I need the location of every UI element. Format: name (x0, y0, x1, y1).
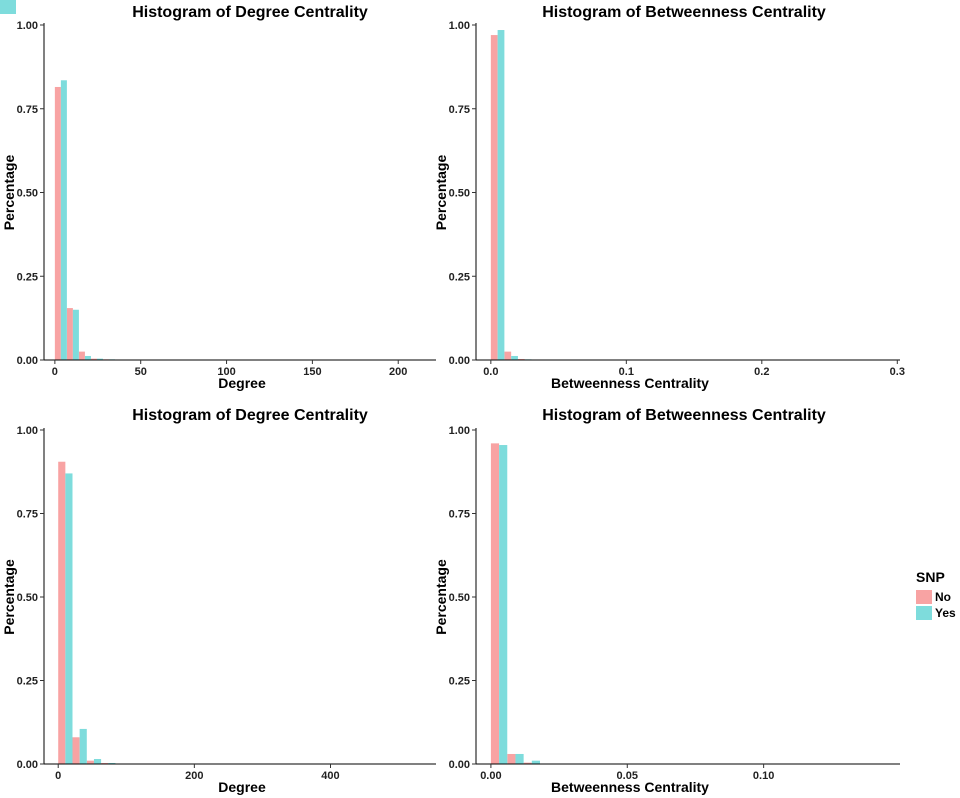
x-tick-label: 50 (135, 366, 147, 378)
x-tick-label: 0.0 (483, 366, 498, 378)
x-tick-label: 400 (321, 770, 339, 782)
chart-panel-4: 0.00 0.25 0.50 0.75 1.00 0.00 0.05 0.10 Histogra… (433, 407, 900, 795)
x-tick-label: 200 (389, 366, 407, 378)
bar-yes-1 (499, 445, 508, 764)
legend-label-no: No (935, 590, 951, 604)
bar-yes-1 (497, 30, 505, 361)
y-tick-label: 0.75 (449, 104, 470, 116)
legend-label-yes: Yes (935, 606, 956, 620)
bar-yes-2 (515, 753, 524, 764)
bar-no-2 (72, 737, 80, 764)
legend: SNP No Yes (916, 569, 956, 620)
y-tick-label: 0.25 (449, 676, 470, 688)
bar-yes-1 (65, 473, 73, 764)
x-axis-label: Betweenness Centrality (551, 779, 709, 795)
chart-title: Histogram of Degree Centrality (132, 407, 368, 424)
bar-no-1 (490, 35, 498, 361)
bar-yes-3 (84, 355, 91, 360)
bar-no-4 (90, 358, 97, 360)
bar-no-3 (523, 762, 532, 764)
y-tick-label: 0.50 (17, 188, 38, 200)
x-tick-label: 0.1 (619, 366, 634, 378)
x-tick-label: 0.10 (753, 770, 774, 782)
chart-panel-1: 0.00 0.25 0.50 0.75 1.00 0 50 100 150 200 Histogra… (1, 4, 436, 391)
y-tick-label: 1.00 (17, 425, 38, 437)
x-axis-label: Degree (218, 375, 266, 391)
y-axis-label: Percentage (433, 559, 449, 635)
x-tick-label: 0 (52, 366, 58, 378)
chart-panel-2: 0.00 0.25 0.50 0.75 1.00 0.0 0.1 0.2 0.3 Histogra… (433, 4, 905, 391)
y-tick-label: 1.00 (17, 20, 38, 32)
y-tick-label: 0.25 (17, 271, 38, 283)
bar-yes-3 (93, 758, 102, 764)
bar-no-2 (66, 308, 73, 360)
legend-title: SNP (916, 569, 945, 585)
bar-no-2 (504, 351, 512, 360)
y-tick-label: 0.00 (17, 759, 38, 771)
x-axis-label: Betweenness Centrality (551, 375, 709, 391)
x-tick-label: 0.2 (754, 366, 769, 378)
bar-no-1 (58, 461, 66, 764)
legend-swatch-no (916, 590, 932, 604)
bar-no-3 (86, 760, 94, 764)
y-tick-label: 0.75 (17, 509, 38, 521)
x-axis-label: Degree (218, 779, 266, 795)
y-axis-label: Percentage (1, 155, 17, 231)
chart-title: Histogram of Betweenness Centrality (542, 407, 826, 424)
chart-title: Histogram of Betweenness Centrality (542, 4, 826, 21)
bar-no-3 (78, 351, 85, 360)
bar-yes-3 (531, 760, 540, 764)
legend-label-yes: Yes (0, 0, 21, 3)
y-tick-label: 0.50 (17, 592, 38, 604)
y-tick-label: 1.00 (449, 425, 470, 437)
bar-no-1 (490, 443, 500, 764)
x-tick-label: 0.3 (890, 366, 905, 378)
bar-no-3 (517, 358, 525, 360)
bar-yes-2 (72, 309, 79, 360)
x-tick-label: 0.00 (480, 770, 501, 782)
y-tick-label: 0.00 (17, 355, 38, 367)
bar-yes-4 (108, 762, 116, 764)
x-tick-label: 0.05 (617, 770, 638, 782)
y-axis-label: Percentage (433, 155, 449, 231)
bar-no-2 (507, 753, 516, 764)
chart-title: Histogram of Degree Centrality (132, 4, 368, 21)
y-tick-label: 0.00 (449, 759, 470, 771)
y-tick-label: 0.25 (449, 271, 470, 283)
x-tick-label: 100 (217, 366, 235, 378)
y-tick-label: 0.75 (449, 509, 470, 521)
legend-swatch-yes (916, 606, 932, 620)
bar-yes-2 (79, 728, 87, 764)
y-tick-label: 1.00 (449, 20, 470, 32)
bar-no-1 (54, 86, 61, 360)
y-tick-label: 0.75 (17, 104, 38, 116)
bar-yes-2 (511, 355, 518, 360)
y-tick-label: 0.50 (449, 188, 470, 200)
y-tick-label: 0.00 (449, 355, 470, 367)
y-axis-label: Percentage (1, 559, 17, 635)
y-tick-label: 0.50 (449, 592, 470, 604)
bar-no-4 (101, 762, 109, 764)
x-tick-label: 0 (55, 770, 61, 782)
x-tick-label: 150 (303, 366, 321, 378)
x-tick-label: 200 (185, 770, 203, 782)
bar-yes-4 (96, 358, 103, 360)
chart-panel-3: 0.00 0.25 0.50 0.75 1.00 0 200 400 Histogram of … (1, 407, 436, 795)
bar-yes-1 (60, 80, 67, 361)
y-tick-label: 0.25 (17, 676, 38, 688)
legend-swatch-yes (0, 0, 16, 14)
